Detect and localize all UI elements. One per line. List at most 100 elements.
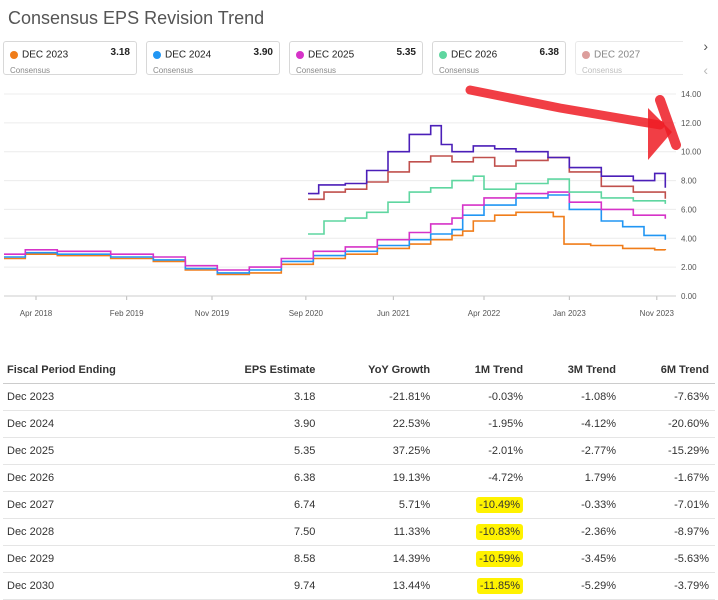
highlighted-value: -10.83% — [476, 524, 524, 540]
series-line-4 — [308, 155, 667, 201]
cell-eps: 6.74 — [192, 491, 322, 519]
legend-value: 3.18 — [110, 47, 130, 58]
y-tick-label: 6.00 — [681, 205, 697, 214]
cell-period: Dec 2029 — [3, 545, 193, 573]
table-row: Dec 2025 5.35 37.25% -2.01% -2.77% -15.29% — [3, 437, 715, 465]
legend-dot-icon — [582, 50, 590, 59]
header-1m-trend[interactable]: 1M Trend — [436, 357, 530, 384]
cell-m6: -8.97% — [621, 518, 715, 546]
legend-sublabel: Consensus — [439, 66, 480, 75]
legend-label: DEC 2026 — [451, 49, 498, 61]
legend-sublabel: Consensus — [153, 66, 194, 75]
series-line-1 — [4, 194, 667, 274]
legend-value: 3.90 — [253, 47, 273, 58]
cell-m3: -3.45% — [529, 545, 622, 573]
cell-yoy: -21.81% — [321, 383, 437, 411]
cell-m1: -0.03% — [436, 383, 530, 411]
cell-yoy: 19.13% — [321, 464, 437, 492]
table-header-row: Fiscal Period Ending EPS Estimate YoY Gr… — [3, 357, 715, 384]
cell-eps: 8.58 — [192, 545, 322, 573]
cell-m3: -5.29% — [529, 572, 622, 600]
y-tick-label: 2.00 — [681, 263, 697, 272]
cell-m6: -3.79% — [621, 572, 715, 600]
legend-dot-icon — [10, 50, 18, 59]
cell-eps: 3.90 — [192, 410, 322, 438]
x-tick-label: Jun 2021 — [377, 309, 410, 318]
legend-card-dec-2024[interactable]: DEC 2024 3.90 Consensus — [146, 41, 280, 75]
cell-yoy: 14.39% — [321, 545, 437, 573]
cell-period: Dec 2030 — [3, 572, 193, 600]
legend-value: 6.38 — [539, 47, 559, 58]
cell-m1: -11.85% — [436, 572, 530, 600]
y-tick-label: 12.00 — [681, 119, 702, 128]
series-line-5 — [308, 124, 667, 195]
eps-line-chart: 0.00 2.00 4.00 6.00 8.00 10.00 12.00 14.00 Apr 2… — [4, 90, 702, 318]
cell-yoy: 13.44% — [321, 572, 437, 600]
chevron-right-icon[interactable]: › — [703, 38, 708, 54]
y-tick-label: 14.00 — [681, 90, 702, 99]
x-tick-label: Jan 2023 — [553, 309, 586, 318]
legend-value: 5.35 — [396, 47, 416, 58]
x-tick-label: Apr 2018 — [20, 309, 53, 318]
y-tick-label: 0.00 — [681, 292, 697, 301]
header-6m-trend[interactable]: 6M Trend — [621, 357, 715, 384]
cell-eps: 5.35 — [192, 437, 322, 465]
cell-eps: 7.50 — [192, 518, 322, 546]
x-tick-label: Nov 2019 — [195, 309, 230, 318]
cell-period: Dec 2028 — [3, 518, 193, 546]
x-tick-label: Feb 2019 — [110, 309, 144, 318]
chevron-left-icon[interactable]: ‹ — [703, 62, 708, 78]
legend-card-dec-2025[interactable]: DEC 2025 5.35 Consensus — [289, 41, 423, 75]
legend-sublabel: Consensus — [10, 66, 51, 75]
series-line-2 — [4, 191, 667, 271]
table-row: Dec 2023 3.18 -21.81% -0.03% -1.08% -7.63% — [3, 383, 715, 411]
cell-eps: 6.38 — [192, 464, 322, 492]
legend-sublabel: Consensus — [296, 66, 337, 75]
table-row: Dec 2028 7.50 11.33% -10.83% -2.36% -8.97% — [3, 518, 715, 546]
table-row: Dec 2027 6.74 5.71% -10.49% -0.33% -7.01% — [3, 491, 715, 519]
cell-m1: -2.01% — [436, 437, 530, 465]
cell-m3: -4.12% — [529, 410, 622, 438]
legend-dot-icon — [439, 50, 447, 59]
legend-card-dec-2023[interactable]: DEC 2023 3.18 Consensus — [3, 41, 137, 75]
table-row: Dec 2024 3.90 22.53% -1.95% -4.12% -20.60% — [3, 410, 715, 438]
legend-sublabel: Consensus — [582, 66, 623, 75]
cell-m3: -2.36% — [529, 518, 622, 546]
table-row: Dec 2030 9.74 13.44% -11.85% -5.29% -3.79% — [3, 572, 715, 600]
series-line-0 — [4, 211, 667, 276]
legend-label: DEC 2023 — [22, 49, 69, 61]
cell-m3: -2.77% — [529, 437, 622, 465]
legend-card-dec-2027[interactable]: DEC 2027 Consensus — [575, 41, 683, 75]
x-tick-label: Nov 2023 — [640, 309, 675, 318]
cell-yoy: 22.53% — [321, 410, 437, 438]
legend-dot-icon — [153, 50, 161, 59]
cell-m1: -10.59% — [436, 545, 530, 573]
legend-card-dec-2026[interactable]: DEC 2026 6.38 Consensus — [432, 41, 566, 75]
legend-label: DEC 2025 — [308, 49, 355, 61]
cell-yoy: 11.33% — [321, 518, 437, 546]
cell-m3: 1.79% — [529, 464, 622, 492]
highlighted-value: -10.49% — [476, 497, 524, 513]
cell-eps: 9.74 — [192, 572, 322, 600]
cell-m6: -5.63% — [621, 545, 715, 573]
header-3m-trend[interactable]: 3M Trend — [529, 357, 622, 384]
cell-yoy: 5.71% — [321, 491, 437, 519]
header-eps-estimate[interactable]: EPS Estimate — [192, 357, 322, 384]
legend-row: DEC 2023 3.18 Consensus DEC 2024 3.90 Consens… — [3, 41, 683, 81]
page-title: Consensus EPS Revision Trend — [8, 8, 265, 28]
legend-dot-icon — [296, 50, 304, 59]
cell-m6: -20.60% — [621, 410, 715, 438]
cell-m6: -7.01% — [621, 491, 715, 519]
cell-m1: -4.72% — [436, 464, 530, 492]
highlighted-value: -10.59% — [476, 551, 524, 567]
cell-period: Dec 2026 — [3, 464, 193, 492]
cell-m3: -1.08% — [529, 383, 622, 411]
x-tick-label: Sep 2020 — [289, 309, 324, 318]
header-yoy-growth[interactable]: YoY Growth — [321, 357, 437, 384]
header-fiscal-period[interactable]: Fiscal Period Ending — [3, 357, 193, 384]
cell-m3: -0.33% — [529, 491, 622, 519]
table-row: Dec 2029 8.58 14.39% -10.59% -3.45% -5.63% — [3, 545, 715, 573]
cell-m6: -1.67% — [621, 464, 715, 492]
cell-period: Dec 2024 — [3, 410, 193, 438]
highlighted-value: -11.85% — [476, 578, 524, 594]
